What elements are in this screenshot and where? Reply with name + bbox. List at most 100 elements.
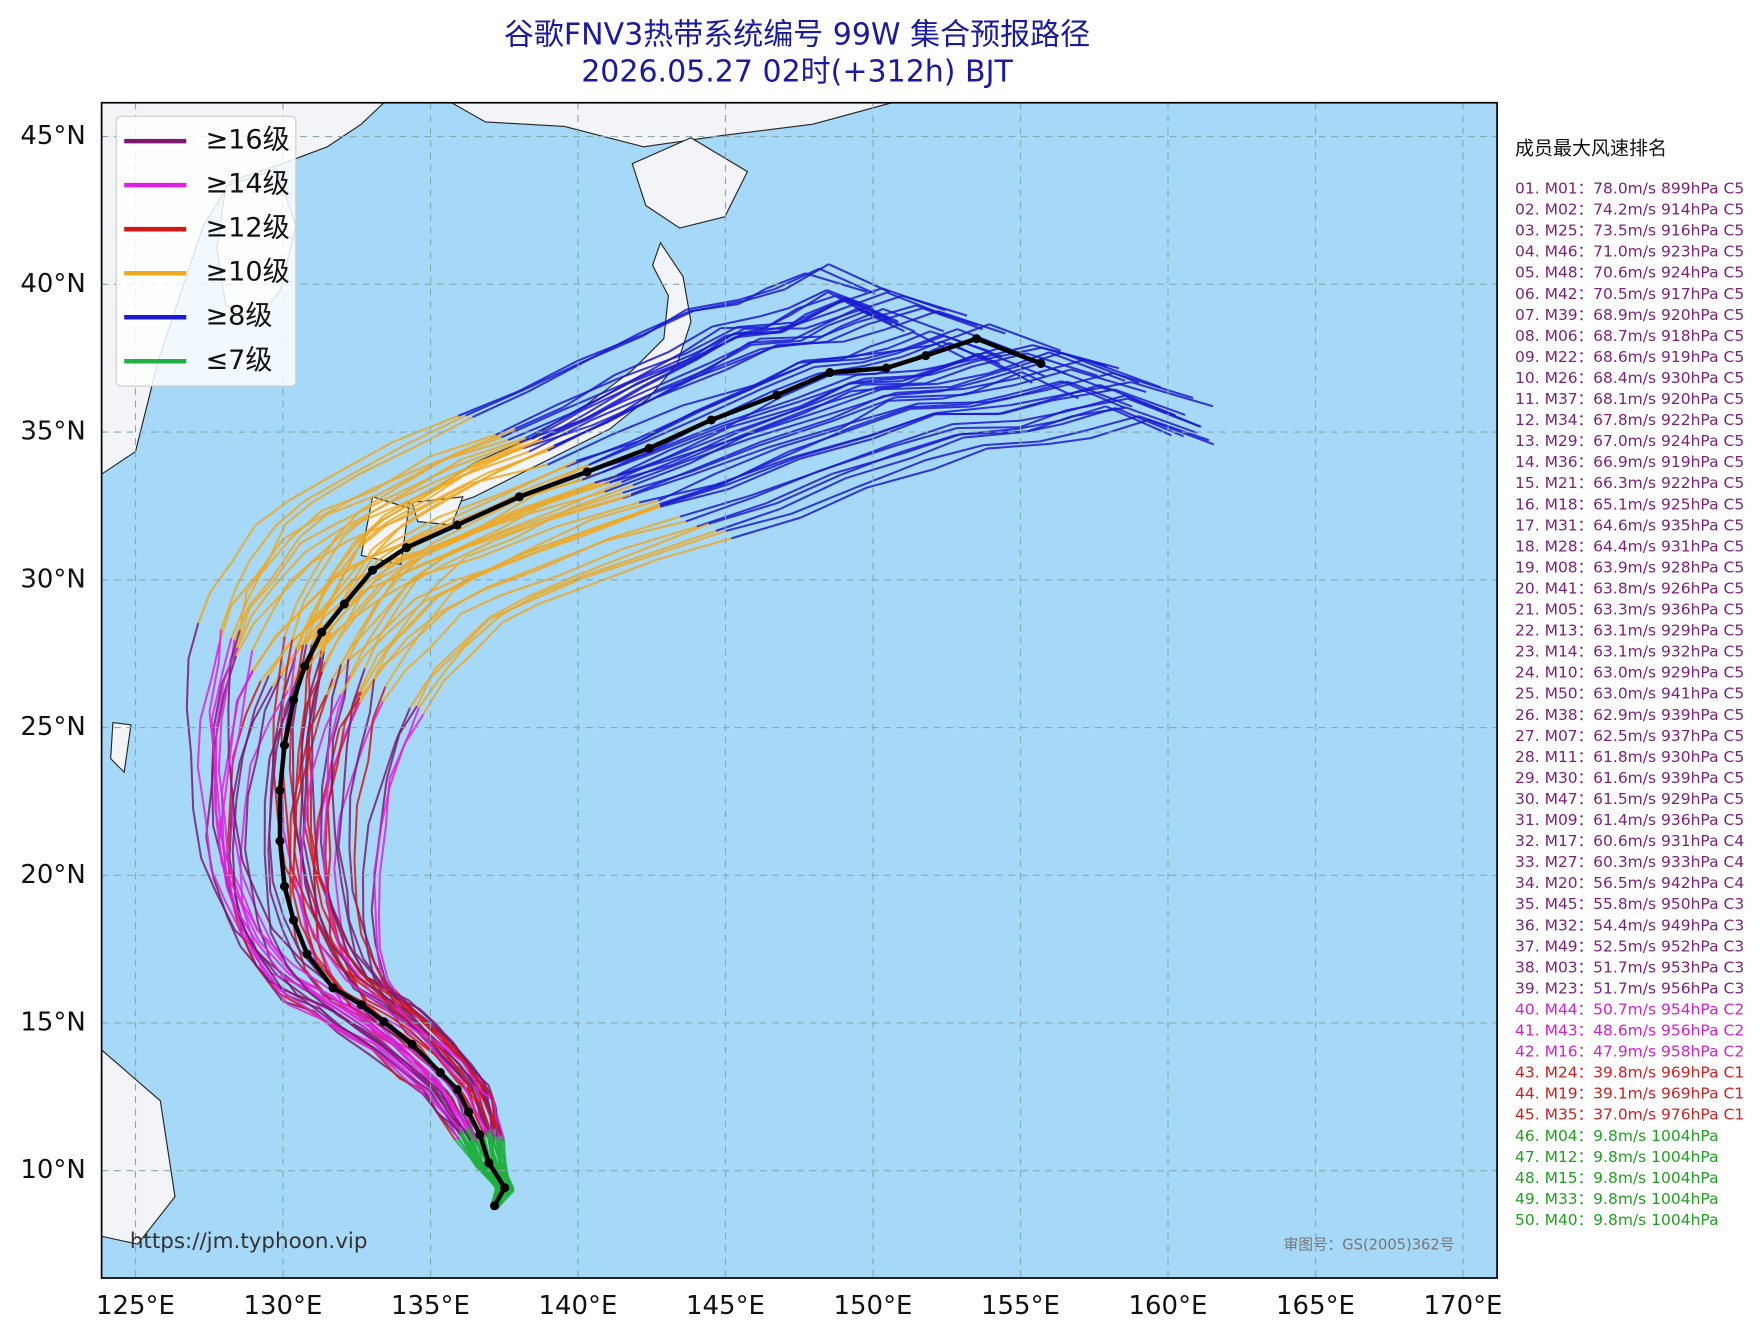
track-segment <box>957 426 1020 430</box>
track-segment <box>311 727 327 772</box>
track-segment <box>641 310 690 334</box>
track-segment <box>897 334 945 355</box>
legend-label: ≥16级 <box>205 125 289 156</box>
track-segment <box>925 444 984 462</box>
track-segment <box>292 770 295 821</box>
track-segment <box>1084 358 1161 389</box>
track-segment <box>487 601 528 621</box>
track-segment <box>657 537 732 561</box>
ranking-item: 21. M05：63.3m/s 936hPa C5 <box>1515 601 1744 619</box>
track-segment <box>256 942 286 978</box>
track-segment <box>411 556 445 581</box>
track-segment <box>433 1089 450 1115</box>
track-segment <box>348 643 368 677</box>
ranking-item: 14. M36：66.9m/s 919hPa C5 <box>1515 453 1744 471</box>
track-segment <box>576 381 630 413</box>
track-segment <box>535 481 610 509</box>
ranking-item: 23. M14：63.1m/s 932hPa C5 <box>1515 643 1744 661</box>
track-segment <box>344 969 375 990</box>
track-segment <box>268 836 274 882</box>
track-segment <box>648 424 726 456</box>
track-segment <box>750 413 828 440</box>
track-segment <box>708 502 778 525</box>
track-segment <box>445 1113 461 1136</box>
track-segment <box>779 373 831 399</box>
track-segment <box>315 956 345 992</box>
track-segment <box>220 674 231 721</box>
track-segment <box>279 989 310 1011</box>
track-segment <box>287 552 322 584</box>
track-segment <box>451 1041 475 1072</box>
track-segment <box>358 446 415 476</box>
track-segment <box>986 442 1050 450</box>
track-segment <box>581 331 642 364</box>
track-segment <box>268 711 288 759</box>
track-segment <box>326 751 330 796</box>
track-segment <box>380 1034 415 1065</box>
track-segment <box>334 920 350 956</box>
track-segment <box>465 388 527 417</box>
track-segment <box>304 884 317 919</box>
track-segment <box>366 701 384 736</box>
track-segment <box>486 1131 494 1160</box>
track-segment <box>239 945 271 982</box>
track-segment <box>760 335 822 340</box>
ranking-item: 32. M17：60.6m/s 931hPa C4 <box>1515 832 1744 850</box>
track-segment <box>373 644 391 680</box>
track-segment <box>692 446 770 476</box>
track-segment <box>555 501 640 528</box>
track-segment <box>235 756 244 801</box>
track-segment <box>380 1003 408 1023</box>
ranking-item: 15. M21：66.3m/s 922hPa C5 <box>1515 474 1744 492</box>
track-segment <box>498 1121 506 1141</box>
track-segment <box>337 846 349 891</box>
track-segment <box>805 383 862 408</box>
track-segment <box>604 463 679 493</box>
track-segment <box>709 337 761 364</box>
mean-track-point <box>317 627 327 637</box>
track-segment <box>224 900 244 937</box>
ranking-item: 08. M06：68.7m/s 918hPa C5 <box>1515 327 1744 345</box>
track-segment <box>408 999 429 1019</box>
track-segment <box>247 577 273 607</box>
track-segment <box>971 371 1023 394</box>
track-segment <box>296 644 305 679</box>
track-segment <box>458 1062 474 1083</box>
track-segment <box>715 507 781 532</box>
track-segment <box>377 873 381 915</box>
track-segment <box>651 529 717 554</box>
ranking-item: 26. M38：62.9m/s 939hPa C5 <box>1515 706 1744 724</box>
track-segment <box>938 372 989 385</box>
track-segment <box>657 367 714 398</box>
track-segment <box>472 1070 490 1086</box>
track-segment <box>385 1035 417 1054</box>
track-segment <box>386 600 425 634</box>
track-segment <box>782 318 807 333</box>
track-segment <box>344 1013 379 1038</box>
track-segment <box>712 315 761 328</box>
lon-label: 155°E <box>981 1291 1060 1321</box>
track-segment <box>499 1134 506 1167</box>
track-segment <box>268 785 273 837</box>
track-segment <box>997 400 1044 416</box>
track-segment <box>849 402 919 425</box>
track-segment <box>811 325 841 343</box>
track-segment <box>295 570 316 605</box>
track-segment <box>479 438 543 466</box>
track-segment <box>628 357 694 385</box>
track-segment <box>719 398 795 426</box>
mean-track-point <box>464 1107 474 1117</box>
track-segment <box>406 609 445 640</box>
track-segment <box>858 304 917 323</box>
track-segment <box>501 410 561 439</box>
track-segment <box>427 1017 454 1043</box>
track-segment <box>257 939 289 974</box>
subtitle: 2026.05.27 02时(+312h) BJT <box>581 55 1013 90</box>
track-segment <box>318 678 334 718</box>
track-segment <box>319 1017 348 1037</box>
lon-label: 170°E <box>1424 1291 1503 1321</box>
track-segment <box>243 764 252 809</box>
track-segment <box>414 1059 440 1082</box>
track-segment <box>585 504 661 537</box>
ranking-item: 04. M46：71.0m/s 923hPa C5 <box>1515 243 1744 261</box>
